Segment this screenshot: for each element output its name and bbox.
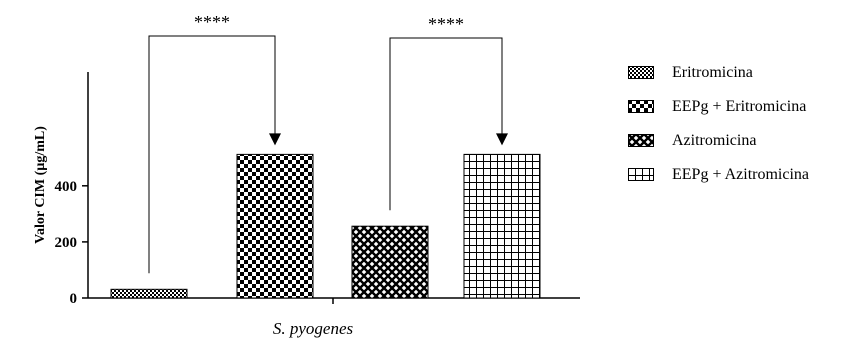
legend-label: EEPg + Eritromicina: [672, 98, 807, 115]
significance-bracket: [148, 35, 276, 274]
legend-label: EEPg + Azitromicina: [672, 166, 809, 183]
significance-label: ****: [194, 12, 230, 32]
y-tick-label: 200: [55, 235, 78, 251]
significance-bracket: [389, 37, 503, 211]
y-tick-label: 400: [55, 179, 78, 195]
significance-label: ****: [428, 14, 464, 34]
y-tick-label: 0: [70, 291, 78, 307]
y-axis-label: Valor CIM (µg/mL): [33, 126, 48, 244]
legend-swatch: [628, 66, 654, 79]
legend-item: Azitromicina: [628, 132, 862, 152]
legend-label: Azitromicina: [672, 132, 757, 149]
arrowhead-icon: [269, 133, 281, 146]
legend-item: EEPg + Eritromicina: [628, 98, 862, 118]
legend-item: Eritromicina: [628, 64, 862, 84]
legend-item: EEPg + Azitromicina: [628, 166, 862, 186]
legend-label: Eritromicina: [672, 64, 753, 81]
x-axis-label: S. pyogenes: [273, 319, 354, 338]
legend-swatch: [628, 168, 654, 181]
arrowhead-icon: [496, 133, 508, 146]
legend: Eritromicina EEPg + Eritromicina Azitromic…: [628, 64, 862, 200]
bar-3: [463, 153, 541, 299]
bar-1: [236, 153, 314, 299]
bar-0: [110, 288, 188, 299]
legend-swatch: [628, 100, 654, 113]
legend-swatch: [628, 134, 654, 147]
bar-2: [351, 225, 429, 299]
